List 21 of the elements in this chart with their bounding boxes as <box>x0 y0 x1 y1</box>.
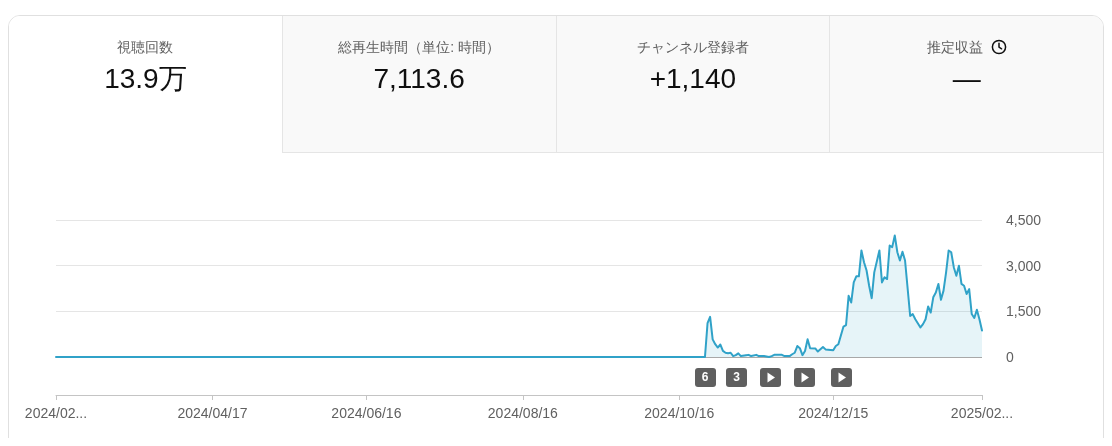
text: 6 <box>694 368 716 387</box>
y-tick-label: 0 <box>1006 349 1014 365</box>
x-tick-label: 2024/04/17 <box>177 405 248 421</box>
text: 視聴回数 <box>117 39 174 55</box>
text: 総再生時間（単位: 時間） <box>338 39 501 55</box>
x-tick-label: 2024/02... <box>24 405 88 421</box>
x-tick-label: 2024/10/16 <box>644 405 715 421</box>
x-tick-label: 2025/02... <box>950 405 1014 421</box>
y-tick-label: 4,500 <box>1006 212 1042 228</box>
text: — <box>952 63 981 94</box>
text: チャンネル登録者 <box>636 39 749 55</box>
text: 13.9万 <box>104 63 187 94</box>
y-tick-label: 1,500 <box>1006 303 1042 320</box>
text: +1,140 <box>649 63 737 94</box>
x-tick-label: 2024/06/16 <box>331 405 402 421</box>
text: 3 <box>726 368 748 387</box>
text: 7,113.6 <box>373 63 465 94</box>
text: 推定収益 <box>926 39 983 55</box>
x-tick-label: 2024/12/15 <box>798 405 869 421</box>
x-tick-label: 2024/08/16 <box>487 405 559 421</box>
y-tick-label: 3,000 <box>1006 257 1042 274</box>
